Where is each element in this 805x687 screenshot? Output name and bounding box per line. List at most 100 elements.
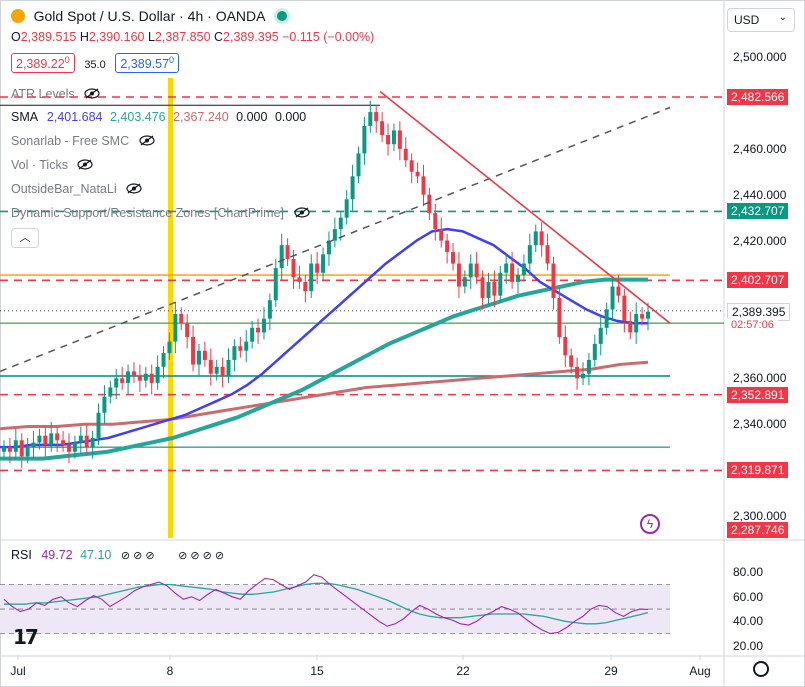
sma-value-2: 2,403.476	[109, 110, 166, 124]
candle-body	[332, 229, 337, 241]
candle-body	[397, 130, 402, 149]
buy-price-button[interactable]: 2,389.570	[115, 53, 180, 74]
candle-body	[261, 318, 266, 333]
candle-body	[628, 320, 633, 333]
market-status-icon	[277, 11, 288, 21]
candle-body	[521, 263, 526, 276]
candle-body	[84, 435, 89, 448]
time-axis-label: Aug	[689, 664, 711, 678]
candle-body	[256, 327, 261, 333]
eye-hidden-icon[interactable]	[293, 207, 310, 218]
time-axis-label: Jul	[10, 664, 26, 678]
candle-body	[433, 213, 438, 230]
candle-body	[368, 112, 373, 126]
rsi-eye-icons-2[interactable]: ⊘ ⊘ ⊘ ⊘	[178, 550, 225, 562]
indicator-sma[interactable]: SMA 2,401.684 2,403.476 2,367.240 0.000 …	[11, 110, 306, 124]
settings-gear-icon[interactable]	[753, 661, 769, 677]
candle-body	[179, 314, 184, 324]
candle-body	[226, 359, 231, 377]
candle-body	[592, 343, 597, 360]
candle-body	[374, 112, 379, 122]
candle-body	[2, 447, 6, 452]
price-axis-tick: 2,300.000	[733, 509, 787, 523]
candle-body	[72, 442, 77, 452]
candle-body	[604, 309, 609, 328]
descending-resistance-trendline	[379, 90, 671, 324]
candle-body	[108, 387, 113, 397]
indicator-dynamic-sr[interactable]: Dynamic Support/Resistance Zones [ChartP…	[11, 206, 310, 220]
eye-hidden-icon[interactable]	[138, 135, 155, 146]
candle-body	[309, 263, 314, 292]
indicator-sonarlab[interactable]: Sonarlab - Free SMC	[11, 134, 155, 148]
chevron-down-icon: ⌄	[778, 12, 787, 23]
candle-body	[362, 125, 367, 154]
symbol-title[interactable]: Gold Spot / U.S. Dollar · 4h · OANDA	[33, 8, 266, 24]
candle-body	[279, 245, 284, 269]
indicator-atr-levels[interactable]: ATR Levels	[11, 87, 100, 101]
candle-body	[344, 199, 349, 218]
eye-hidden-icon[interactable]	[84, 88, 100, 99]
collapse-legend-button[interactable]: ︿	[11, 228, 39, 248]
candle-body	[238, 346, 243, 351]
indicator-name: OutsideBar_NataLi	[11, 182, 117, 196]
lightning-icon[interactable]: ϟ	[640, 514, 660, 534]
sell-price-button[interactable]: 2,389.220	[11, 53, 75, 74]
currency-select[interactable]: USD ⌄	[727, 8, 795, 32]
ask-price: 2,389.57	[120, 57, 170, 72]
rsi-eye-icons[interactable]: ⊘ ⊘ ⊘	[120, 550, 155, 562]
high-label: H	[79, 30, 89, 44]
candle-body	[539, 231, 544, 246]
low-value: 2,387.850	[154, 30, 211, 44]
time-axis-label: 15	[310, 664, 324, 678]
candle-body	[498, 272, 503, 296]
price-level-badge: 2,352.891	[727, 386, 789, 403]
open-value: 2,389.515	[20, 30, 77, 44]
candle-body	[581, 373, 586, 379]
candle-body	[297, 277, 302, 282]
candle-body	[634, 314, 639, 333]
candle-body	[96, 412, 101, 438]
candle-body	[232, 346, 237, 360]
candle-body	[391, 130, 396, 145]
candle-body	[244, 341, 249, 351]
candle-body	[646, 311, 650, 319]
price-axis-tick: 2,460.000	[733, 141, 787, 156]
tradingview-logo[interactable]: 17	[13, 625, 39, 649]
currency-value: USD	[734, 13, 760, 27]
candle-body	[191, 336, 196, 365]
bid-small: 0	[64, 55, 70, 65]
bid-ask-row: 2,389.220 35.0 2,389.570	[11, 53, 180, 74]
candle-body	[380, 121, 385, 136]
candle-body	[37, 435, 42, 443]
spread-value: 35.0	[84, 59, 106, 72]
indicator-vol-ticks[interactable]: Vol · Ticks	[11, 158, 94, 172]
candle-body	[474, 263, 479, 278]
price-axis-tick: 2,340.000	[733, 417, 787, 432]
eye-hidden-icon[interactable]	[77, 159, 94, 170]
price-level-badge: 2,482.566	[727, 89, 789, 105]
candle-body	[202, 350, 207, 360]
sma-mid-line	[0, 277, 648, 461]
price-axis-tick: 2,360.000	[733, 371, 787, 386]
indicator-name: SMA	[11, 110, 38, 124]
rsi-ma-value: 47.10	[80, 548, 112, 562]
candle-body	[610, 286, 615, 310]
symbol-icon[interactable]	[11, 9, 25, 23]
candle-body	[143, 373, 148, 381]
indicator-outsidebar[interactable]: OutsideBar_NataLi	[11, 182, 142, 196]
candle-body	[445, 240, 450, 253]
candle-body	[350, 176, 355, 200]
rsi-ma-line	[4, 582, 649, 625]
candle-body	[421, 176, 426, 195]
candle-body	[208, 359, 213, 374]
candle-body	[161, 353, 166, 367]
symbol-header: Gold Spot / U.S. Dollar · 4h · OANDA	[11, 8, 288, 24]
eye-hidden-icon[interactable]	[126, 183, 142, 194]
candle-body	[55, 433, 60, 441]
close-value: 2,389.395	[223, 30, 279, 44]
rsi-name: RSI	[11, 548, 32, 562]
rsi-legend[interactable]: RSI 49.72 47.10 ⊘ ⊘ ⊘ ⊘ ⊘ ⊘ ⊘	[11, 548, 224, 562]
rsi-axis-tick: 40.00	[733, 614, 764, 629]
time-axis-label: 8	[166, 664, 174, 678]
